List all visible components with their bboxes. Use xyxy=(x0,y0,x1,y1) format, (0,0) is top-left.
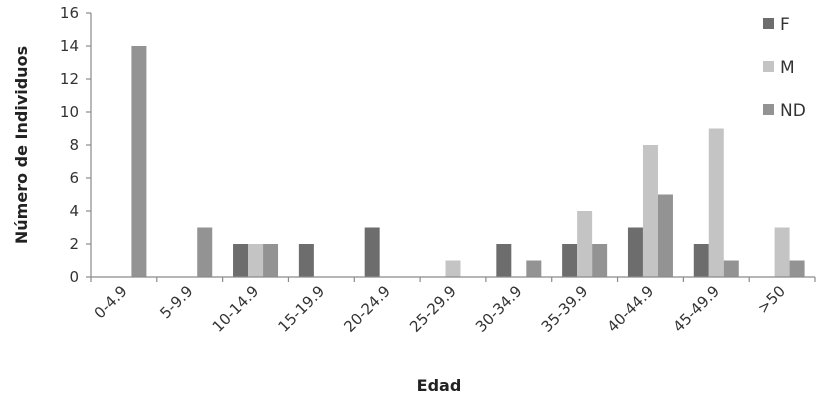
x-tick-label: 15-19.9 xyxy=(275,282,329,336)
y-tick-label: 6 xyxy=(69,169,79,187)
bar-m-8 xyxy=(642,145,658,277)
bar-m-7 xyxy=(577,211,593,277)
x-tick-label: 0-4.9 xyxy=(91,282,131,322)
legend-swatch-f xyxy=(763,18,774,29)
bar-m-10 xyxy=(774,227,790,277)
legend-label-nd: ND xyxy=(780,101,806,121)
bar-m-9 xyxy=(708,128,724,277)
bar-f-8 xyxy=(627,227,643,277)
bar-nd-1 xyxy=(197,227,213,277)
bar-f-2 xyxy=(233,244,249,277)
x-tick-label: >50 xyxy=(754,282,789,317)
bar-nd-6 xyxy=(526,260,542,277)
y-tick-label: 4 xyxy=(69,202,79,220)
chart-marks xyxy=(131,46,805,277)
legend-label-m: M xyxy=(780,58,795,78)
x-tick-label: 20-24.9 xyxy=(340,282,394,336)
y-tick-label: 2 xyxy=(69,235,79,253)
legend-label-f: F xyxy=(780,15,790,35)
bar-nd-10 xyxy=(789,260,805,277)
y-tick-label: 14 xyxy=(60,37,79,55)
y-tick-label: 8 xyxy=(69,136,79,154)
bar-f-3 xyxy=(298,244,314,277)
y-tick-label: 12 xyxy=(60,70,79,88)
x-axis-title: Edad xyxy=(417,376,462,395)
bar-nd-9 xyxy=(723,260,739,277)
y-tick-label: 10 xyxy=(60,103,79,121)
x-tick-label: 45-49.9 xyxy=(669,282,723,336)
bar-f-6 xyxy=(496,244,512,277)
chart-axes: 0 2 4 6 8 10 12 14 16 0-4.9 5-9.9 10-14.9 15-19.9 20-… xyxy=(60,4,816,336)
x-tick-label: 35-39.9 xyxy=(538,282,592,336)
bar-m-5 xyxy=(445,260,461,277)
bar-m-2 xyxy=(248,244,264,277)
bar-nd-7 xyxy=(592,244,608,277)
y-tick-label: 16 xyxy=(60,4,79,22)
x-tick-label: 10-14.9 xyxy=(209,282,263,336)
x-tick-label: 25-29.9 xyxy=(406,282,460,336)
bar-f-7 xyxy=(562,244,578,277)
y-tick-label: 0 xyxy=(69,268,79,286)
legend-swatch-nd xyxy=(763,104,774,115)
bar-nd-0 xyxy=(131,46,147,277)
bar-f-4 xyxy=(364,227,380,277)
x-tick-label: 30-34.9 xyxy=(472,282,526,336)
x-tick-label: 40-44.9 xyxy=(604,282,658,336)
legend-swatch-m xyxy=(763,61,774,72)
bar-f-9 xyxy=(693,244,709,277)
chart-legend: F M ND xyxy=(763,15,806,121)
y-axis-title: Número de Individuos xyxy=(12,46,31,244)
bar-nd-2 xyxy=(263,244,279,277)
bar-nd-8 xyxy=(657,194,673,277)
x-tick-label: 5-9.9 xyxy=(156,282,196,322)
